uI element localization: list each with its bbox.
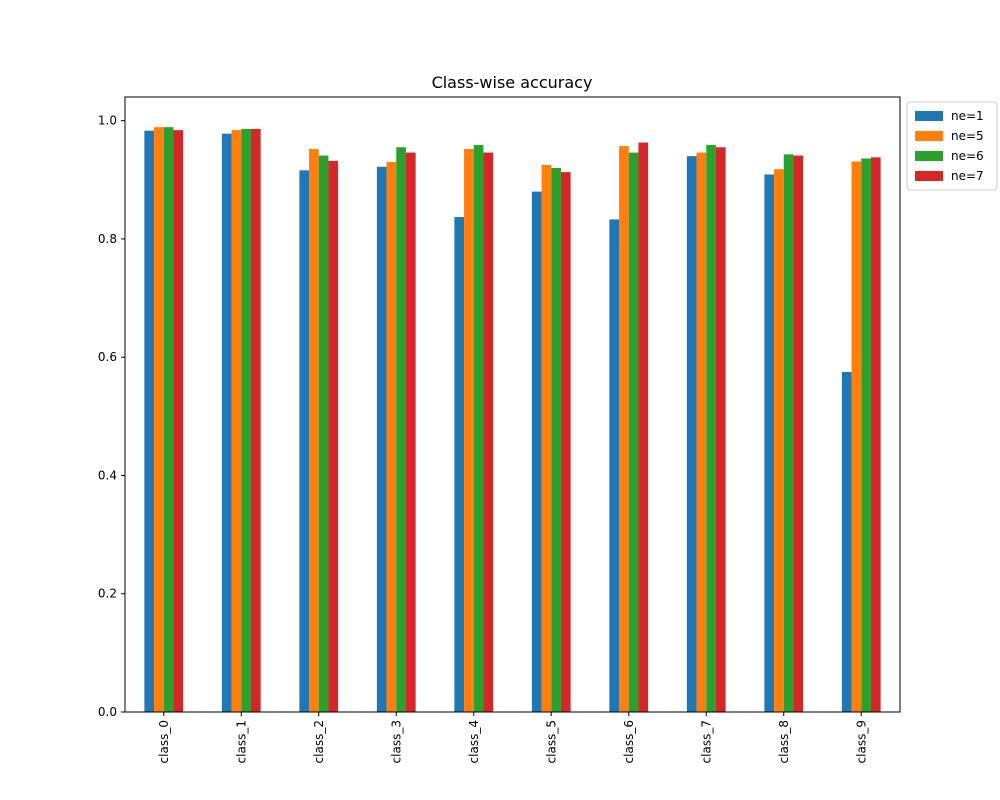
bar-class_4-ne1	[454, 217, 465, 712]
bar-class_3-ne6	[396, 147, 406, 713]
bar-class_7-ne5	[696, 152, 707, 712]
bar-class_0-ne5	[154, 127, 164, 713]
x-axis: class_0 class_1 class_2 class_3 class_4 class…	[157, 712, 868, 763]
y-axis: 0.0 0.2 0.4 0.6 0.8 1.0	[98, 114, 125, 719]
legend: ne=1 ne=5 ne=6 ne=7	[906, 101, 998, 191]
legend-label: ne=5	[951, 129, 984, 143]
x-tick-label: class_0	[157, 720, 171, 763]
bar-class_2-ne1	[299, 170, 310, 713]
legend-label: ne=7	[951, 169, 984, 183]
bar-class_3-ne1	[376, 166, 387, 713]
bar-class_6-ne1	[609, 219, 620, 712]
bar-class_2-ne7	[328, 160, 339, 713]
chart-title: Class-wise accuracy	[432, 73, 593, 92]
legend-swatch	[915, 131, 943, 141]
bar-class_3-ne5	[386, 162, 397, 712]
x-tick-label: class_8	[777, 720, 791, 763]
bar-class_5-ne5	[541, 165, 552, 712]
x-tick-label: class_9	[854, 720, 868, 763]
y-tick-label: 1.0	[98, 114, 117, 128]
x-tick-label: class_5	[544, 720, 558, 763]
legend-box	[906, 101, 998, 191]
y-tick-label: 0.4	[98, 468, 117, 482]
bar-class_5-ne6	[551, 167, 561, 712]
bar-class_2-ne5	[309, 149, 319, 713]
x-tick-label: class_2	[312, 720, 326, 763]
y-tick-label: 0.6	[98, 350, 117, 364]
bar-class_1-ne5	[231, 130, 242, 713]
x-tick-label: class_1	[234, 720, 248, 763]
bar-class_7-ne1	[686, 156, 697, 712]
legend-label: ne=6	[951, 149, 984, 163]
bar-class_1-ne6	[241, 128, 251, 713]
bar-class_3-ne7	[405, 152, 416, 712]
legend-swatch	[915, 151, 943, 161]
bar-class_9-ne5	[851, 161, 862, 712]
plot-frame	[124, 96, 901, 713]
x-tick-label: class_6	[622, 720, 636, 763]
x-tick-label: class_7	[699, 720, 713, 763]
bar-class_6-ne5	[619, 146, 629, 712]
x-tick-label: class_3	[389, 720, 403, 763]
bar-class_8-ne6	[783, 154, 794, 712]
bar-class_6-ne7	[638, 142, 649, 712]
bar-class_2-ne6	[318, 155, 329, 712]
legend-swatch	[915, 171, 943, 181]
bar-class_5-ne1	[531, 191, 542, 713]
bar-class_8-ne7	[793, 155, 804, 712]
bar-class_5-ne7	[560, 172, 571, 713]
bar-class_4-ne6	[473, 144, 484, 712]
bar-class_9-ne1	[841, 371, 852, 712]
y-tick-label: 0.2	[98, 587, 117, 601]
bar-class_6-ne6	[628, 152, 639, 712]
bar-class_1-ne1	[221, 133, 232, 713]
bar-class_1-ne7	[250, 128, 261, 713]
legend-label: ne=1	[951, 109, 984, 123]
x-tick-label: class_4	[467, 720, 481, 763]
bar-class_0-ne6	[163, 127, 174, 713]
bar-class_9-ne7	[870, 157, 881, 712]
bar-class_7-ne6	[706, 144, 716, 712]
bar-class_7-ne7	[715, 147, 726, 713]
y-tick-label: 0.0	[98, 705, 117, 719]
bar-class_0-ne7	[173, 130, 184, 713]
bar-class_4-ne7	[483, 152, 494, 712]
bar-class_8-ne1	[764, 174, 775, 713]
bar-class_8-ne5	[774, 169, 784, 712]
bar-class_0-ne1	[144, 130, 155, 712]
bars-group	[144, 127, 881, 713]
legend-swatch	[915, 111, 943, 121]
bar-class_4-ne5	[464, 149, 474, 713]
bar-class_9-ne6	[861, 158, 871, 712]
y-tick-label: 0.8	[98, 232, 117, 246]
